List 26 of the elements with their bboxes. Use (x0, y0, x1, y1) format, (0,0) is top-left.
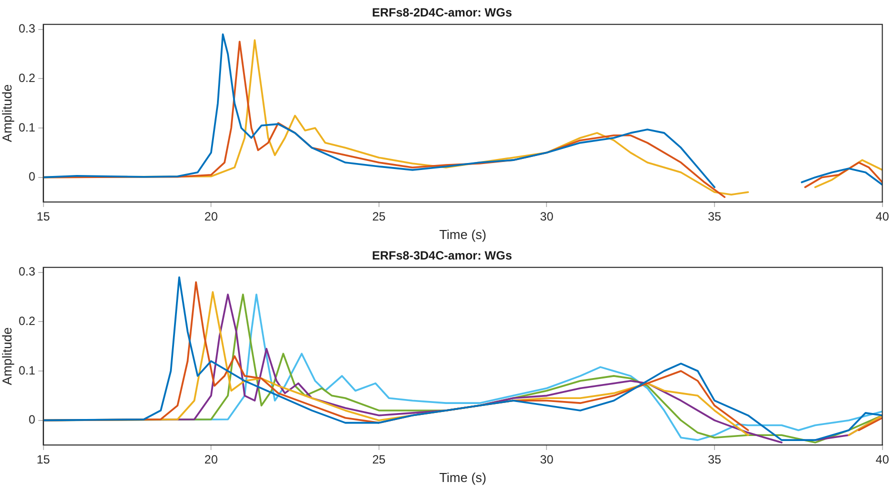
x-tick-label: 35 (708, 452, 722, 467)
y-tick-label: 0.2 (18, 314, 36, 328)
x-tick-label: 15 (36, 452, 50, 467)
y-axis-title: Amplitude (0, 84, 14, 142)
y-tick-label: 0 (28, 412, 36, 427)
y-tick-label: 0.3 (18, 22, 36, 36)
x-tick-label: 30 (540, 452, 554, 467)
x-tick-label: 25 (372, 452, 386, 467)
x-axis-title: Time (s) (439, 470, 486, 485)
chart-title: ERFs8-3D4C-amor: WGs (372, 248, 512, 263)
x-tick-label: 35 (708, 210, 722, 224)
x-tick-label: 20 (204, 210, 218, 224)
y-tick-label: 0.1 (18, 120, 36, 134)
y-axis-title: Amplitude (0, 327, 14, 386)
y-tick-label: 0 (28, 170, 36, 184)
x-tick-label: 40 (876, 452, 890, 467)
y-tick-label: 0.2 (18, 70, 36, 85)
x-tick-label: 15 (36, 210, 50, 224)
x-tick-label: 30 (540, 210, 554, 224)
x-tick-label: 40 (876, 210, 890, 224)
x-axis-title: Time (s) (439, 226, 486, 242)
x-tick-label: 20 (204, 452, 218, 467)
y-tick-label: 0.1 (18, 363, 36, 378)
y-tick-label: 0.3 (18, 264, 36, 279)
x-tick-label: 25 (372, 210, 386, 224)
chart-title: ERFs8-2D4C-amor: WGs (372, 6, 512, 20)
